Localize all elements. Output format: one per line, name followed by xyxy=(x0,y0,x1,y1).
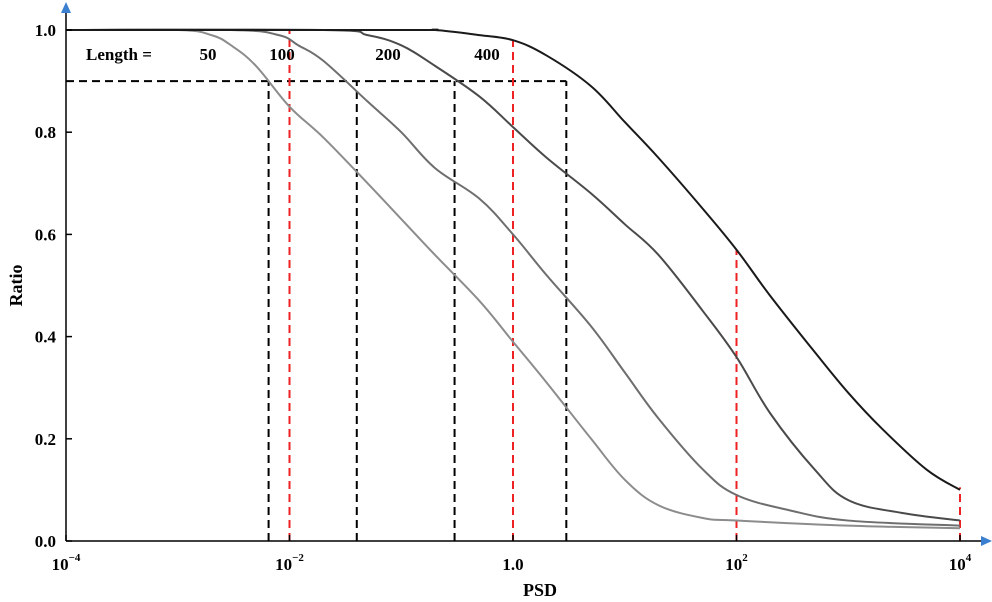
x-axis-label: PSD xyxy=(523,580,557,600)
series-line-100 xyxy=(65,28,961,527)
series-label-400: 400 xyxy=(474,45,500,64)
series-line-400 xyxy=(66,28,961,491)
reference-lines xyxy=(66,30,961,541)
series-label-200: 200 xyxy=(375,45,401,64)
tick-labels: 0.0 0.2 0.4 0.6 0.8 1.0 10−4 10−2 1.0 102 104 xyxy=(35,21,972,574)
axes xyxy=(61,2,992,546)
series-label-100: 100 xyxy=(269,45,295,64)
y-tick-label: 0.0 xyxy=(35,532,56,551)
y-tick-label: 1.0 xyxy=(35,21,56,40)
series-line-200 xyxy=(65,28,961,522)
y-tick-label: 0.6 xyxy=(35,225,56,244)
x-tick-label: 10−4 xyxy=(52,552,81,574)
x-tick-label: 102 xyxy=(725,552,748,574)
length-label: Length = xyxy=(86,45,152,64)
x-tick-label: 1.0 xyxy=(502,555,523,574)
y-tick-label: 0.2 xyxy=(35,430,56,449)
series-labels: 50 100 200 400 xyxy=(200,45,500,64)
series-line-50 xyxy=(65,28,961,530)
y-axis-arrow-icon xyxy=(61,2,71,13)
y-tick-label: 0.8 xyxy=(35,123,56,142)
x-tick-label: 104 xyxy=(949,552,972,574)
x-axis-arrow-icon xyxy=(981,536,992,546)
x-tick-label: 10−2 xyxy=(275,552,304,574)
y-axis-label: Ratio xyxy=(6,265,26,307)
y-tick-label: 0.4 xyxy=(35,328,57,347)
series-label-50: 50 xyxy=(200,45,217,64)
series-curves xyxy=(65,28,961,530)
